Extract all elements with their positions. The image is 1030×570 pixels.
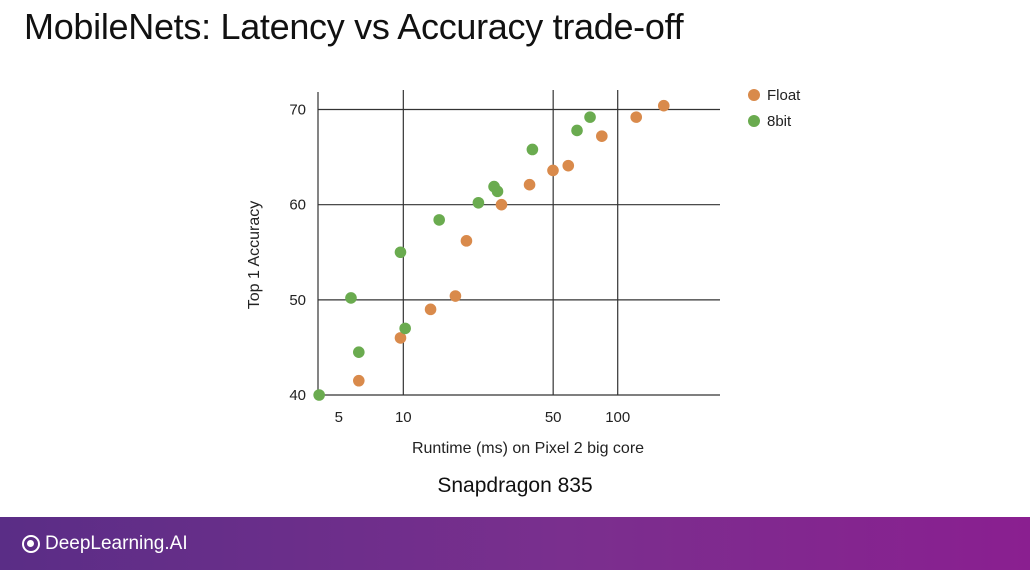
scatter-chart: 40 50 60 70 5 10 50 100 Float 8bit Runtime (ms) … <box>246 87 801 457</box>
float-point <box>523 178 536 191</box>
chart-subcaption: Snapdragon 835 <box>437 474 593 497</box>
legend-label: 8bit <box>767 113 792 130</box>
x-tick-label: 10 <box>395 409 412 426</box>
float-point <box>424 303 437 316</box>
footer-bar: DeepLearning.AI <box>0 517 1030 570</box>
float-point <box>630 111 643 123</box>
y-tick-label: 40 <box>289 387 306 404</box>
float-point <box>547 164 559 177</box>
float-point <box>353 374 365 387</box>
float-point <box>562 159 575 172</box>
deeplearning-logo-icon <box>22 535 40 553</box>
8bit-point <box>394 246 407 259</box>
axis-ticks: 40 50 60 70 5 10 50 100 <box>289 102 630 426</box>
y-axis-label: Top 1 Accuracy <box>246 201 263 310</box>
8bit-point <box>472 196 485 209</box>
float-point <box>394 332 407 344</box>
brand-name: DeepLearning.AI <box>45 533 188 554</box>
legend-label: Float <box>767 87 801 104</box>
8bit-point <box>313 389 325 401</box>
float-point <box>495 198 508 211</box>
8bit-point <box>433 214 445 226</box>
data-points <box>313 99 670 401</box>
x-tick-label: 5 <box>335 409 343 426</box>
float-point <box>460 235 473 247</box>
float-point <box>449 290 462 302</box>
x-axis-label: Runtime (ms) on Pixel 2 big core <box>412 440 644 457</box>
8bit-point <box>571 124 583 137</box>
x-tick-label: 50 <box>545 409 562 426</box>
8bit-point <box>345 292 357 304</box>
legend-marker-8bit <box>748 115 760 127</box>
8bit-point <box>491 185 504 198</box>
grid-lines <box>317 90 720 396</box>
8bit-point <box>526 143 539 156</box>
x-tick-label: 100 <box>605 409 630 426</box>
8bit-point <box>584 111 596 123</box>
slide-title: MobileNets: Latency vs Accuracy trade-of… <box>24 6 684 47</box>
y-tick-label: 70 <box>289 102 306 119</box>
float-point <box>657 99 670 112</box>
y-tick-label: 60 <box>289 197 306 214</box>
brand-logo: DeepLearning.AI <box>22 531 188 557</box>
legend: Float 8bit <box>748 87 801 130</box>
legend-marker-float <box>748 89 760 101</box>
y-tick-label: 50 <box>289 292 306 309</box>
8bit-point <box>353 346 365 358</box>
float-point <box>596 130 608 142</box>
8bit-point <box>399 322 411 335</box>
